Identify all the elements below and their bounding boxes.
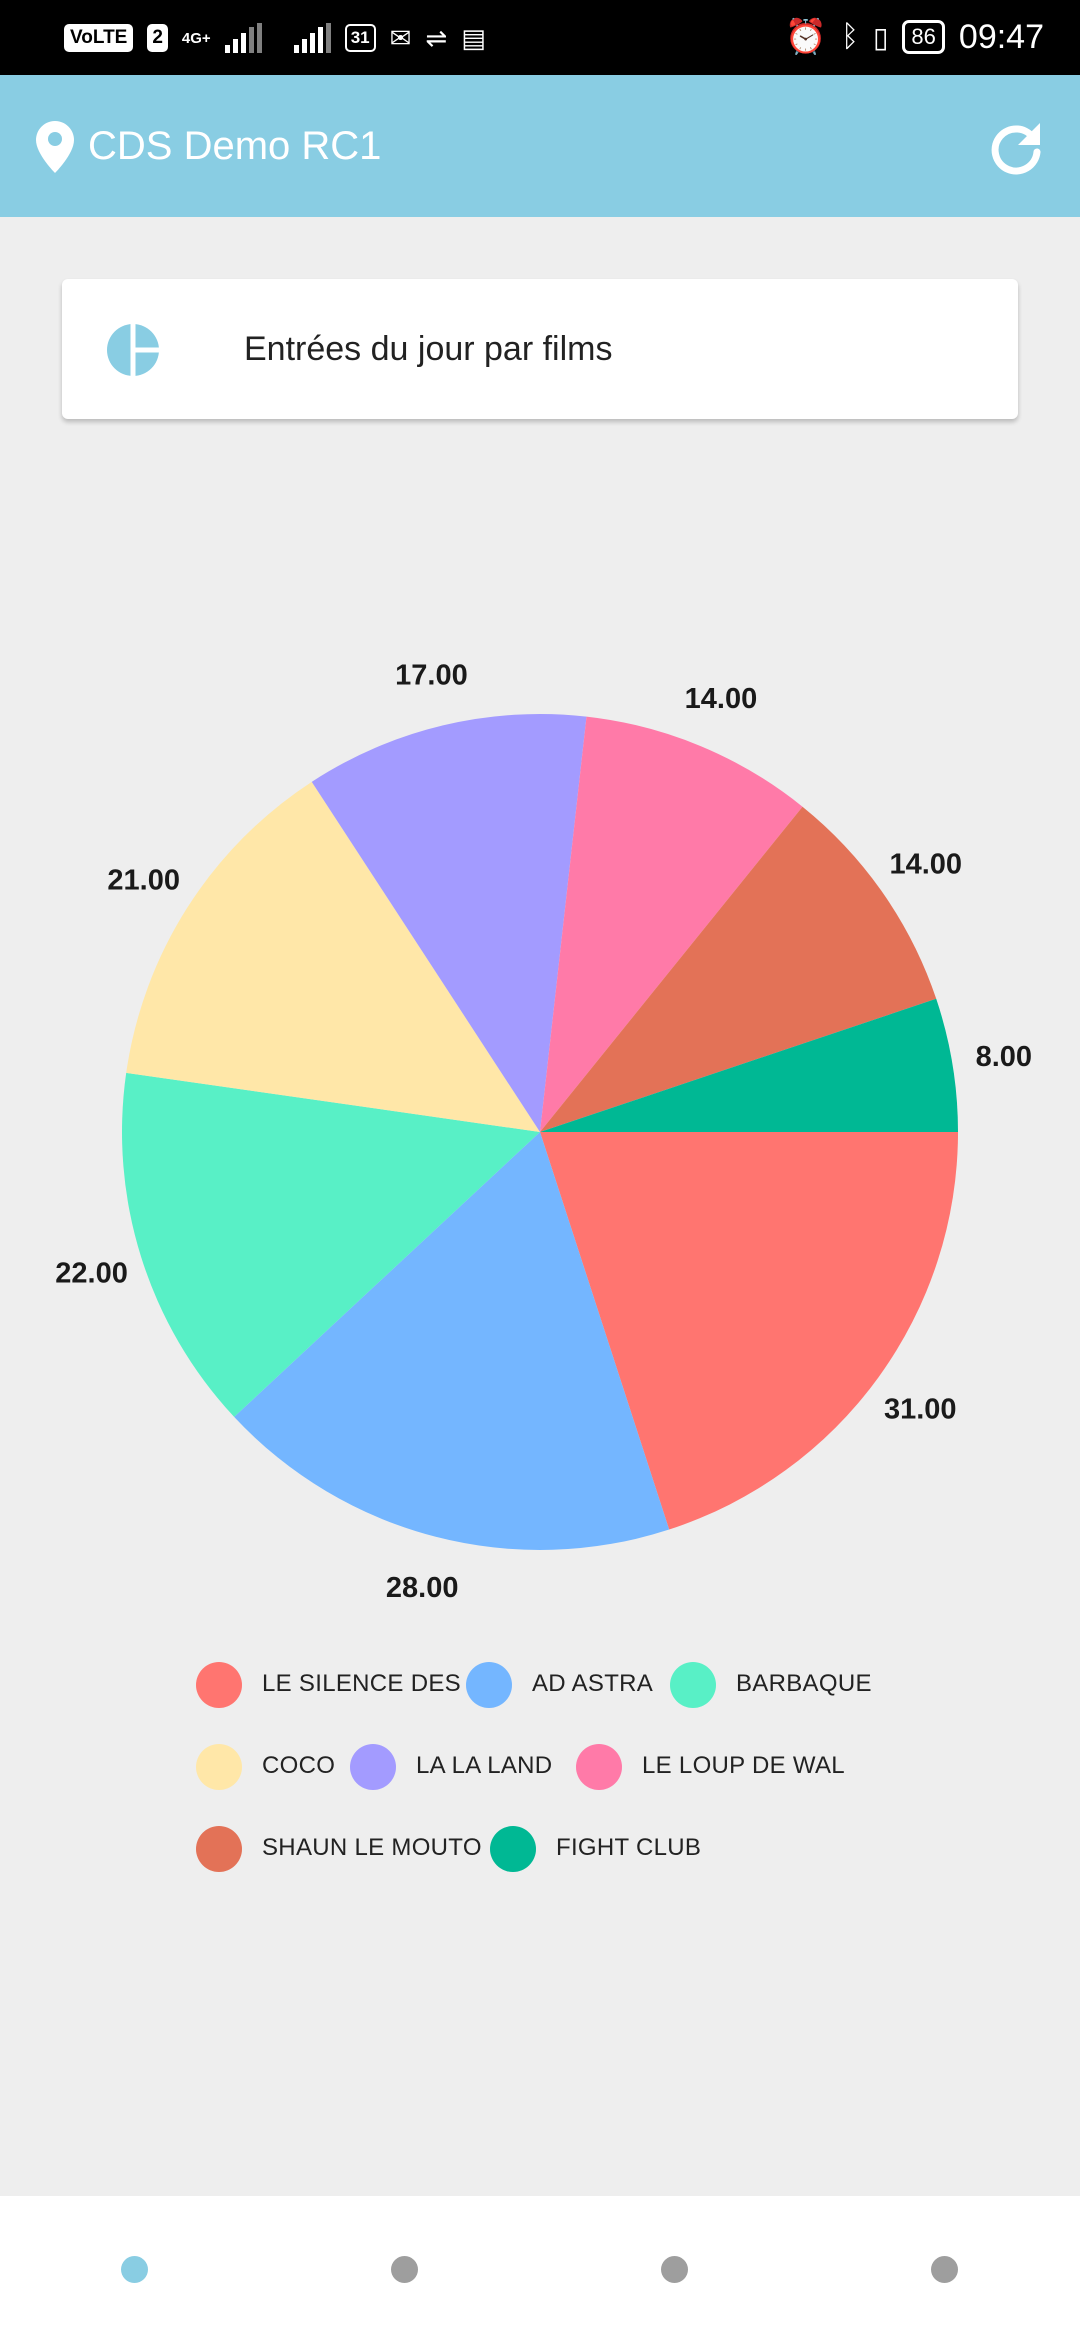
legend-color-dot [196, 1826, 242, 1872]
bottom-page-indicator [0, 2196, 1080, 2340]
network-type: 4G+ [181, 29, 211, 47]
signal-2-icon [293, 23, 331, 53]
bluetooth-icon: ᛒ [841, 20, 859, 53]
pie-slice[interactable] [122, 1072, 541, 1417]
slice-value-label: 21.00 [107, 864, 180, 896]
legend-label: SHAUN LE MOUTO [262, 1834, 482, 1861]
slice-value-label: 17.00 [395, 660, 468, 692]
legend-color-dot [350, 1744, 396, 1790]
slice-value-label: 22.00 [55, 1258, 128, 1290]
pie-slice[interactable] [540, 806, 937, 1132]
battery-icon: 86 [902, 20, 945, 54]
slice-value-label: 31.00 [884, 1393, 957, 1425]
chart-title-card[interactable]: Entrées du jour par films [62, 279, 1018, 419]
legend-label: LA LA LAND [416, 1752, 553, 1779]
pie-slice[interactable] [311, 714, 587, 1132]
sim-badge: 2 [147, 24, 168, 52]
app-bar: CDS Demo RC1 [0, 75, 1080, 217]
legend-color-dot [576, 1744, 622, 1790]
chart-legend: LE SILENCE DES AD ASTRA BARBAQUE COCO LA LA … [0, 1660, 1080, 1900]
slice-value-label: 8.00 [976, 1041, 1032, 1073]
slice-value-label: 28.00 [386, 1572, 459, 1604]
legend-color-dot [466, 1662, 512, 1708]
nav-dot-page-2[interactable] [391, 2256, 418, 2283]
legend-label: LE SILENCE DES [262, 1670, 461, 1697]
nav-dot-page-3[interactable] [661, 2256, 688, 2283]
legend-color-dot [196, 1744, 242, 1790]
vibrate-icon: ▯ [873, 21, 889, 53]
pie-slice[interactable] [540, 998, 958, 1132]
pie-chart-icon [107, 324, 159, 376]
legend-color-dot [196, 1662, 242, 1708]
app-title: CDS Demo RC1 [88, 124, 382, 168]
legend-color-dot [670, 1662, 716, 1708]
newspaper-icon: ▤ [461, 23, 486, 53]
signal-icon [224, 23, 262, 53]
nav-dot-page-1[interactable] [121, 2256, 148, 2283]
pie-slice[interactable] [126, 781, 540, 1132]
card-title: Entrées du jour par films [244, 330, 613, 368]
messenger-icon: ✉ [389, 23, 412, 53]
pie-slice[interactable] [540, 716, 803, 1132]
volte-badge: VoLTE [64, 24, 134, 52]
legend-color-dot [490, 1826, 536, 1872]
pie-slice[interactable] [234, 1132, 670, 1550]
refresh-icon[interactable] [988, 119, 1044, 175]
alarm-icon: ⏰ [784, 18, 827, 56]
slice-value-label: 14.00 [889, 849, 962, 881]
legend-label: BARBAQUE [736, 1670, 872, 1697]
status-bar: VoLTE 2 4G+ 31 ✉ ⇌ ▤ ⏰ ᛒ ▯ 86 09:47 [0, 0, 1080, 75]
slice-value-label: 14.00 [685, 683, 758, 715]
legend-label: AD ASTRA [532, 1670, 654, 1697]
nav-dot-page-4[interactable] [931, 2256, 958, 2283]
location-pin-icon[interactable] [36, 121, 74, 173]
calendar-icon: 31 [344, 24, 376, 52]
legend-label: LE LOUP DE WAL [642, 1752, 845, 1779]
legend-label: COCO [262, 1752, 336, 1779]
legend-label: FIGHT CLUB [556, 1834, 702, 1861]
clock: 09:47 [958, 17, 1044, 56]
pie-chart: 31.00 28.00 22.00 21.00 17.00 14.00 14.00 8.00 [55, 660, 1032, 1604]
pie-slice[interactable] [540, 1132, 958, 1530]
transfer-icon: ⇌ [425, 23, 448, 53]
